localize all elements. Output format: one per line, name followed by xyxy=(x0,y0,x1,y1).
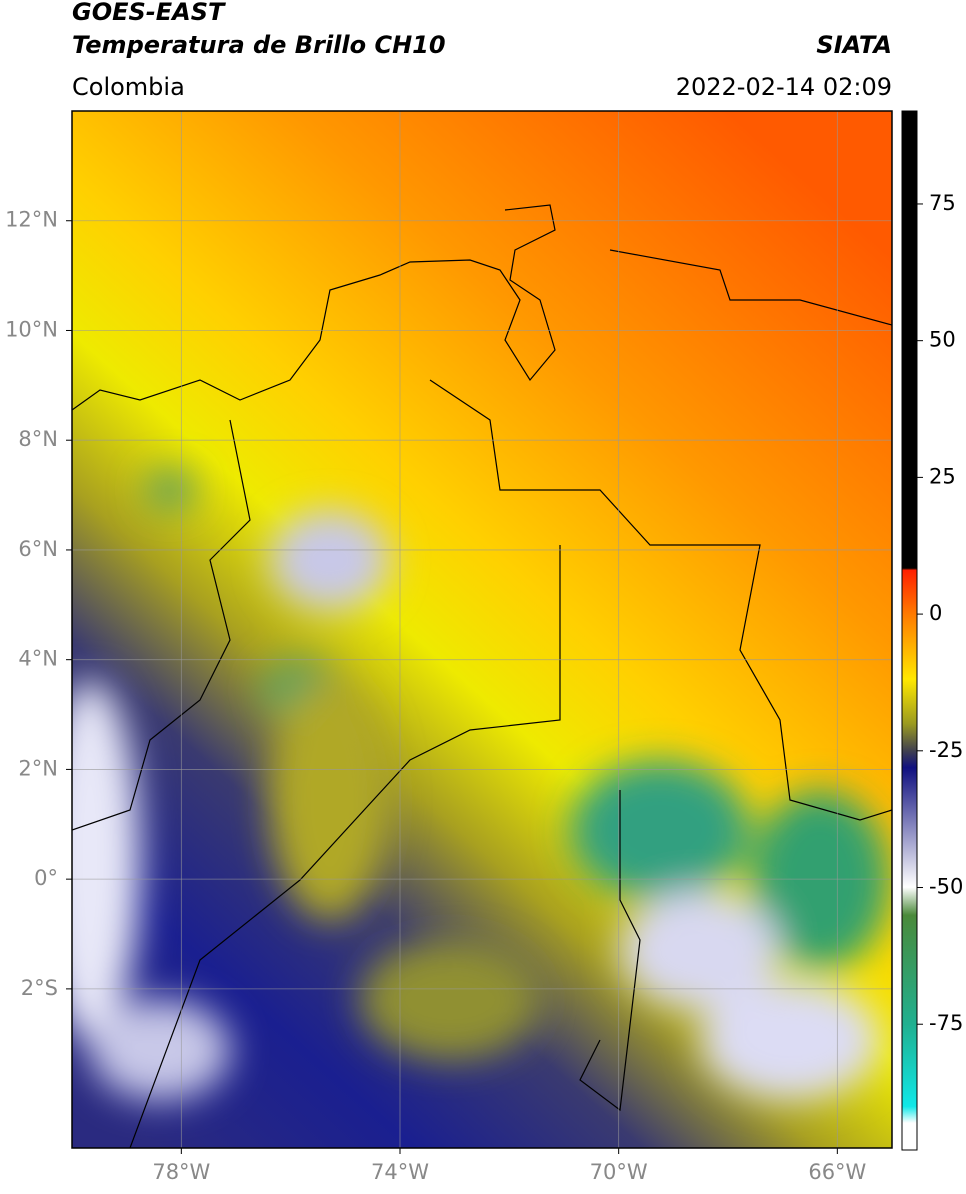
x-tick-label: 74°W xyxy=(371,1160,429,1184)
subtitle: Temperatura de Brillo CH10 xyxy=(72,31,446,59)
y-tick-label: 10°N xyxy=(5,317,58,341)
colorbar-tick-label: -25 xyxy=(929,738,963,762)
y-tick-label: 4°N xyxy=(18,647,58,671)
x-tick-label: 66°W xyxy=(808,1160,866,1184)
map-frame xyxy=(71,110,893,1149)
colorbar-tick-label: 50 xyxy=(929,328,956,352)
y-tick-label: 12°N xyxy=(5,208,58,232)
region: Colombia xyxy=(72,73,185,101)
colorbar-tick-label: 25 xyxy=(929,464,956,488)
colorbar xyxy=(901,110,918,1151)
y-tick-label: 2°S xyxy=(21,976,58,1000)
colorbar-tick-label: -75 xyxy=(929,1011,963,1035)
colorbar-tick-label: -50 xyxy=(929,875,963,899)
x-tick-label: 70°W xyxy=(590,1160,648,1184)
colorbar-tick-label: 75 xyxy=(929,191,956,215)
y-tick-label: 8°N xyxy=(18,427,58,451)
y-tick-label: 0° xyxy=(34,866,58,890)
title: GOES-EAST xyxy=(72,0,226,26)
y-tick-label: 2°N xyxy=(18,756,58,780)
colorbar-tick-label: 0 xyxy=(929,601,942,625)
source: SIATA xyxy=(816,31,892,59)
satellite-image xyxy=(72,111,892,1148)
x-tick-label: 78°W xyxy=(152,1160,210,1184)
y-tick-label: 6°N xyxy=(18,537,58,561)
datetime: 2022-02-14 02:09 xyxy=(676,73,892,101)
